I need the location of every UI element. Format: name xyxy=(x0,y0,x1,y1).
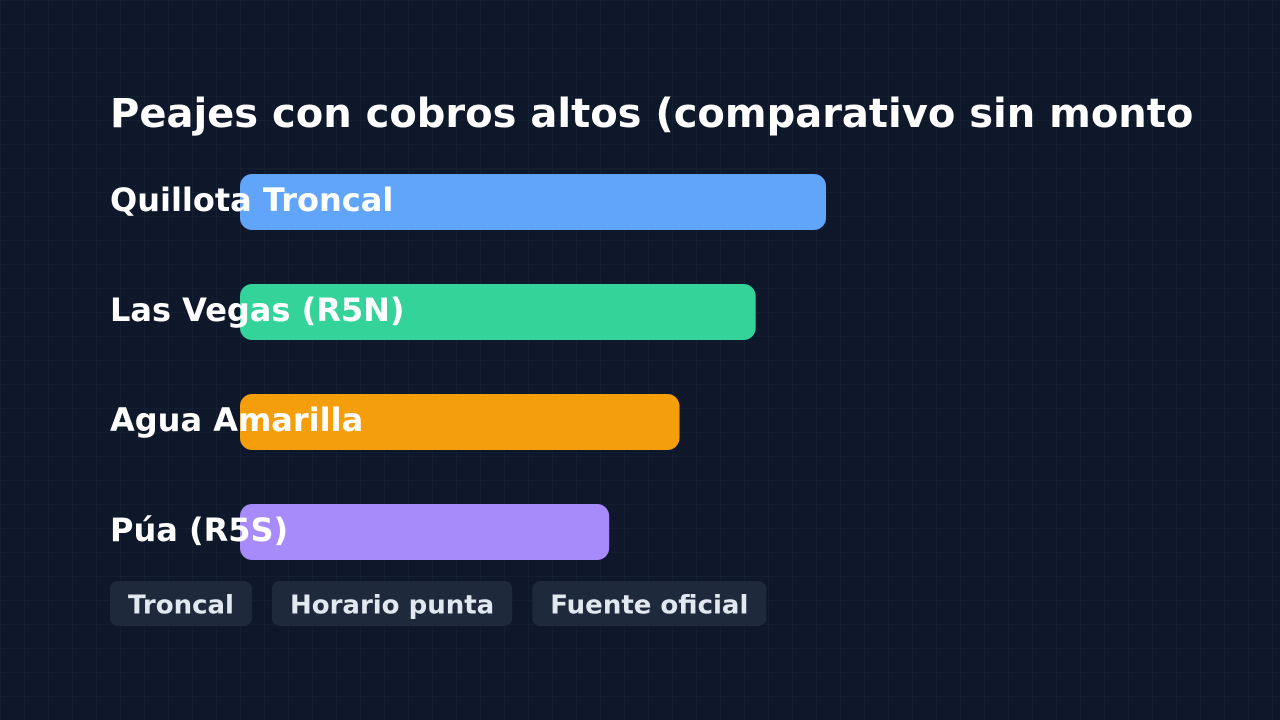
tag-chip xyxy=(110,581,252,626)
bar-label: Agua Amarilla xyxy=(110,401,363,439)
tag-label: Fuente oficial xyxy=(550,591,748,621)
bar-label: Púa (R5S) xyxy=(110,511,288,549)
bar-label: Quillota Troncal xyxy=(110,181,393,219)
tag-chip xyxy=(271,581,513,626)
tag-label: Horario punta xyxy=(290,591,494,621)
bar xyxy=(240,394,680,450)
chart-title: Peajes con cobros altos (comparativo sin… xyxy=(110,91,1193,137)
bar xyxy=(240,504,610,560)
tag-chip xyxy=(532,581,767,626)
bar xyxy=(240,284,756,340)
tag-label: Troncal xyxy=(128,591,234,621)
bar-label: Las Vegas (R5N) xyxy=(110,291,405,329)
bar xyxy=(240,174,826,230)
